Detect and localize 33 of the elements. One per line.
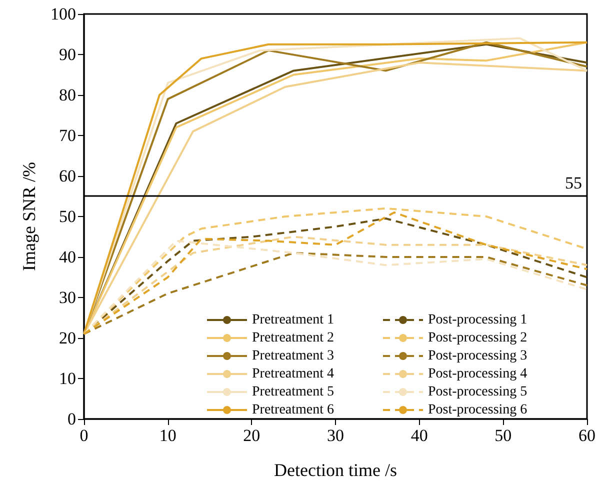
y-tick-label: 0: [68, 410, 76, 428]
legend-label: Pretreatment 4: [252, 366, 334, 382]
x-axis-title: Detection time /s: [274, 460, 397, 480]
x-tick-label: 50: [494, 426, 512, 445]
x-tick-label: 30: [327, 426, 344, 445]
legend-label: Post-processing 6: [428, 402, 528, 418]
y-tick-label: 70: [59, 126, 76, 145]
legend-label: Post-processing 2: [428, 330, 528, 346]
legend-label: Pretreatment 3: [252, 348, 334, 364]
legend-label: Pretreatment 2: [252, 330, 334, 346]
legend-label: Post-processing 4: [428, 366, 528, 382]
legend-label: Pretreatment 6: [252, 402, 334, 418]
y-tick-label: 90: [59, 45, 76, 64]
legend-label: Pretreatment 5: [252, 384, 334, 400]
y-tick-label: 100: [50, 4, 76, 24]
y-tick-label: 60: [59, 166, 76, 186]
x-tick-label: 40: [410, 426, 428, 445]
legend-label: Post-processing 1: [428, 312, 528, 328]
y-tick-label: 20: [59, 328, 76, 348]
legend-label: Pretreatment 1: [252, 312, 334, 328]
legend-label: Post-processing 5: [428, 384, 528, 400]
y-axis-title: Image SNR /%: [19, 162, 39, 271]
x-tick-label: 20: [243, 426, 260, 445]
y-tick-label: 80: [59, 86, 76, 104]
legend-label: Post-processing 3: [428, 348, 528, 364]
y-tick-label: 10: [59, 369, 76, 388]
y-tick-label: 50: [59, 207, 76, 226]
y-tick-label: 40: [59, 248, 76, 266]
x-tick-label: 10: [159, 426, 176, 445]
x-tick-label: 0: [80, 426, 88, 445]
ref-line-label: 55: [565, 173, 582, 192]
y-tick-label: 30: [59, 288, 76, 307]
x-tick-label: 60: [578, 426, 596, 445]
